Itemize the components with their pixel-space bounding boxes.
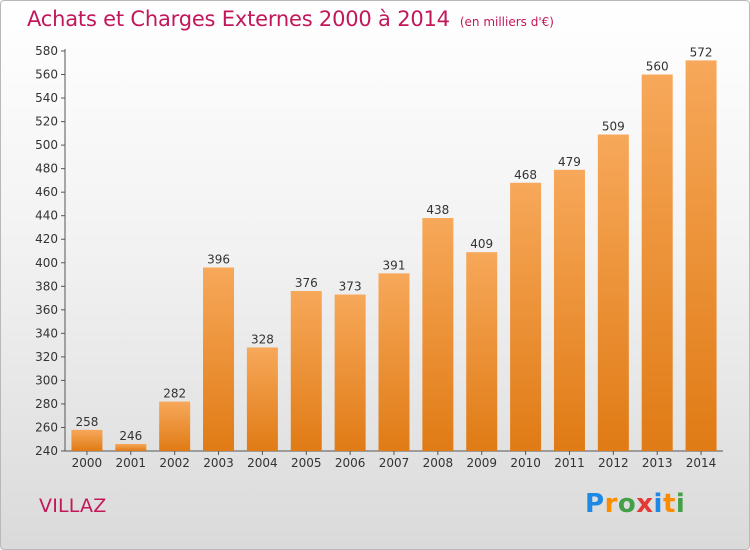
bar	[115, 443, 147, 451]
data-label: 509	[602, 120, 625, 134]
bar	[246, 347, 278, 451]
data-label: 479	[558, 155, 581, 169]
x-tick-label: 2001	[116, 456, 147, 470]
data-label: 376	[295, 276, 318, 290]
x-tick-label: 2004	[247, 456, 278, 470]
data-label: 396	[207, 252, 230, 266]
y-tick-label: 580	[35, 44, 58, 58]
x-tick-label: 2011	[554, 456, 585, 470]
x-tick-label: 2000	[72, 456, 103, 470]
bar	[159, 401, 191, 451]
y-tick-label: 520	[35, 115, 58, 129]
x-tick-label: 2009	[466, 456, 497, 470]
x-tick-label: 2005	[291, 456, 322, 470]
bar	[641, 74, 673, 451]
x-tick-label: 2007	[379, 456, 410, 470]
y-tick-label: 420	[35, 232, 58, 246]
data-label: 282	[163, 387, 186, 401]
bar	[334, 294, 366, 451]
logo-letter: i	[675, 489, 686, 519]
x-tick-label: 2013	[642, 456, 673, 470]
x-tick-label: 2012	[598, 456, 629, 470]
x-tick-label: 2008	[423, 456, 454, 470]
x-tick-label: 2003	[203, 456, 234, 470]
logo-letter: x	[636, 489, 654, 519]
y-tick-label: 500	[35, 138, 58, 152]
data-label: 328	[251, 332, 274, 346]
y-tick-label: 440	[35, 209, 58, 223]
data-label: 438	[426, 203, 449, 217]
y-tick-label: 320	[35, 350, 58, 364]
y-tick-label: 380	[35, 279, 58, 293]
x-tick-label: 2006	[335, 456, 366, 470]
bar	[597, 134, 629, 451]
bar	[553, 169, 585, 451]
logo-letter: P	[585, 489, 605, 519]
logo-letter: i	[653, 489, 663, 519]
data-label: 468	[514, 168, 537, 182]
proxiti-logo: Proxiti	[585, 489, 685, 519]
bar	[378, 273, 410, 451]
bar	[71, 429, 103, 451]
bar	[466, 252, 498, 451]
y-tick-label: 360	[35, 303, 58, 317]
data-label: 391	[383, 258, 406, 272]
data-label: 373	[339, 280, 362, 294]
bar	[510, 182, 542, 451]
bar	[290, 291, 322, 451]
y-tick-label: 300	[35, 373, 58, 387]
commune-name: VILLAZ	[39, 495, 107, 517]
y-tick-label: 540	[35, 91, 58, 105]
chart-unit: (en milliers d'€)	[459, 15, 554, 29]
y-tick-label: 460	[35, 185, 58, 199]
y-tick-label: 240	[35, 444, 58, 458]
bar	[203, 267, 235, 451]
logo-letter: t	[662, 489, 676, 519]
data-label: 572	[690, 45, 713, 59]
logo-letter: o	[617, 489, 637, 519]
data-label: 409	[470, 237, 493, 251]
y-tick-label: 480	[35, 162, 58, 176]
chart-title-text: Achats et Charges Externes 2000 à 2014	[27, 7, 450, 31]
logo-letter: r	[604, 489, 618, 519]
data-label: 560	[646, 60, 669, 74]
chart-title: Achats et Charges Externes 2000 à 2014 (e…	[27, 7, 554, 31]
y-tick-label: 260	[35, 420, 58, 434]
y-tick-label: 280	[35, 397, 58, 411]
bar	[685, 60, 717, 451]
data-label: 246	[119, 429, 142, 443]
x-tick-label: 2010	[510, 456, 541, 470]
y-tick-label: 400	[35, 256, 58, 270]
bar	[422, 218, 454, 451]
x-tick-label: 2002	[159, 456, 190, 470]
y-tick-label: 340	[35, 326, 58, 340]
data-label: 258	[75, 415, 98, 429]
y-tick-label: 560	[35, 68, 58, 82]
x-tick-label: 2014	[686, 456, 717, 470]
